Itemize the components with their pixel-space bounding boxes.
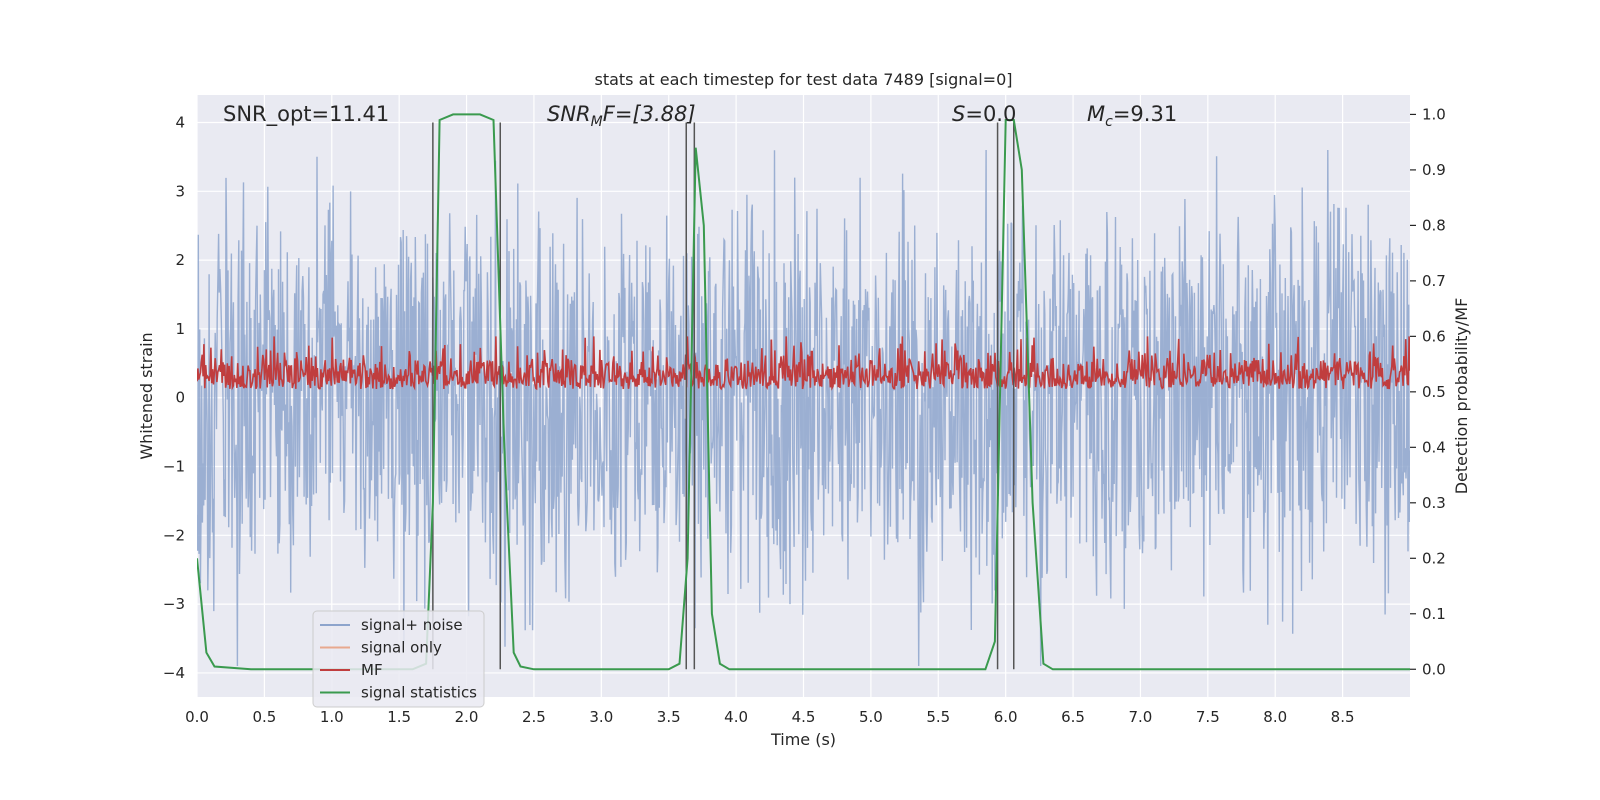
y-left-tick-label: −2 (163, 526, 185, 544)
y-right-tick-label: 0.5 (1422, 383, 1446, 401)
y-right-tick-label: 0.6 (1422, 327, 1446, 345)
annotation-snr-opt: SNR_opt=11.41 (223, 102, 389, 127)
legend-label: signal+ noise (361, 616, 463, 634)
annotation-snr-mf: SNRMF=[3.88] (547, 102, 696, 130)
x-tick-label: 4.0 (724, 708, 748, 726)
x-tick-label: 0.5 (252, 708, 276, 726)
x-tick-label: 2.5 (522, 708, 546, 726)
mf-series (197, 336, 1410, 392)
legend: signal+ noise signal only MF signal statist… (312, 610, 485, 708)
y-right-tick-label: 0.0 (1422, 660, 1446, 678)
y-left-tick-label: 3 (175, 182, 185, 200)
chart-title: stats at each timestep for test data 748… (594, 70, 1012, 89)
y-right-tick-label: 0.7 (1422, 272, 1446, 290)
s-italic: S (952, 102, 965, 126)
annotation-s: S=0.0 (952, 102, 1016, 126)
x-tick-label: 1.5 (387, 708, 411, 726)
x-tick-label: 4.5 (792, 708, 816, 726)
x-tick-label: 7.0 (1129, 708, 1153, 726)
x-tick-label: 6.5 (1061, 708, 1085, 726)
x-tick-label: 0.0 (185, 708, 209, 726)
x-tick-label: 8.5 (1331, 708, 1355, 726)
y-left-tick-label: −3 (163, 595, 185, 613)
left-axis-label: Whitened strain (137, 332, 156, 459)
signal-noise-series (197, 149, 1410, 667)
y-right-tick-label: 0.3 (1422, 494, 1446, 512)
mc-sub: c (1105, 114, 1113, 130)
legend-box (312, 610, 485, 708)
legend-label: MF (361, 661, 383, 679)
y-left-tick-label: 0 (175, 389, 185, 407)
y-right-tick-label: 0.1 (1422, 605, 1446, 623)
y-right-tick-label: 1.0 (1422, 105, 1446, 123)
x-tick-label: 7.5 (1196, 708, 1220, 726)
snr-mf-sub: M (591, 114, 603, 130)
x-axis-ticks: 0.0 0.5 1.0 1.5 2.0 2.5 3.0 3.5 4.0 4.5 5.0 5.5 6.0 6… (185, 708, 1354, 726)
x-axis-label: Time (s) (770, 730, 836, 749)
x-tick-label: 2.0 (455, 708, 479, 726)
left-axis-ticks: 4 3 2 1 0 −1 −2 −3 −4 (163, 114, 185, 682)
annotation-mc: Mc=9.31 (1087, 102, 1177, 130)
x-tick-label: 6.0 (994, 708, 1018, 726)
legend-label: signal only (361, 639, 442, 657)
x-tick-label: 3.0 (589, 708, 613, 726)
y-left-tick-label: 1 (175, 320, 185, 338)
y-right-tick-label: 0.2 (1422, 549, 1446, 567)
y-right-tick-label: 0.4 (1422, 438, 1446, 456)
mc-rest: =9.31 (1113, 102, 1177, 126)
x-tick-label: 1.0 (320, 708, 344, 726)
y-left-tick-label: 2 (175, 251, 185, 269)
y-left-tick-label: −4 (163, 664, 185, 682)
mc-main: M (1087, 102, 1105, 126)
right-axis-label: Detection probability/MF (1452, 298, 1471, 495)
y-left-tick-label: −1 (163, 458, 185, 476)
x-tick-label: 8.0 (1263, 708, 1287, 726)
y-left-tick-label: 4 (175, 114, 185, 132)
snr-mf-main: SNR (547, 102, 591, 126)
snr-mf-rest: F=[3.88] (603, 102, 696, 126)
legend-label: signal statistics (361, 684, 477, 702)
x-tick-label: 3.5 (657, 708, 681, 726)
y-right-tick-label: 0.9 (1422, 161, 1446, 179)
right-axis-ticks: 1.0 0.9 0.8 0.7 0.6 0.5 0.4 0.3 0.2 0.1 0.0 (1410, 105, 1446, 678)
s-rest: =0.0 (965, 102, 1016, 126)
x-tick-label: 5.5 (926, 708, 950, 726)
y-right-tick-label: 0.8 (1422, 216, 1446, 234)
x-tick-label: 5.0 (859, 708, 883, 726)
